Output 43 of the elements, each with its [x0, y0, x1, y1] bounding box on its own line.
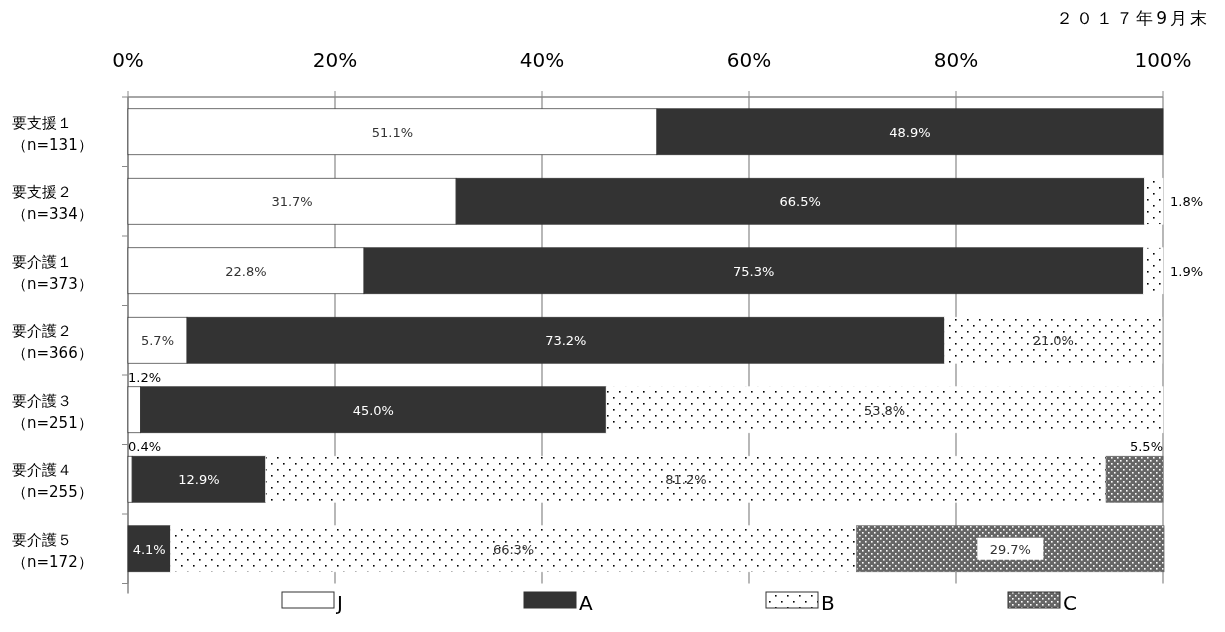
x-tick-label: 20% [312, 48, 358, 72]
bar [1105, 455, 1164, 503]
bar [127, 525, 171, 573]
data-label: 0.4% [128, 439, 162, 455]
data-label: 21.0% [1032, 333, 1074, 349]
data-label: 73.2% [545, 333, 587, 349]
data-label: 45.0% [352, 402, 394, 418]
x-tick-label: 80% [933, 48, 979, 72]
x-tick-label: 60% [726, 48, 772, 72]
data-label: 5.7% [140, 333, 175, 349]
data-label: 81.2% [665, 472, 707, 488]
legend-label: A [579, 591, 593, 615]
y-tick-label: 要介護３（n=251） [12, 391, 93, 432]
data-label: 4.1% [132, 541, 166, 557]
data-label: 29.7% [989, 541, 1031, 557]
y-tick-label: 要介護５（n=172） [12, 530, 93, 571]
bar [856, 525, 1165, 573]
data-label: 5.5% [1129, 439, 1163, 455]
x-tick-label: 40% [519, 48, 565, 72]
data-label: 1.2% [128, 369, 162, 385]
data-label: 75.3% [733, 263, 775, 279]
y-tick-label: 要支援２（n=334） [12, 183, 93, 224]
data-label: 1.8% [1170, 194, 1204, 210]
x-tick-label: 100% [1134, 48, 1192, 72]
data-label: 66.5% [779, 194, 821, 210]
data-label: 1.9% [1170, 263, 1204, 279]
y-tick-label: 要支援１（n=131） [12, 113, 93, 154]
data-label: 53.8% [863, 402, 906, 418]
y-tick-label: 要介護４（n=255） [12, 461, 93, 502]
data-label: 48.9% [889, 124, 931, 140]
data-label: 51.1% [371, 124, 414, 140]
bar [131, 455, 266, 503]
data-label: 66.3% [492, 541, 535, 557]
data-label: 12.9% [178, 472, 220, 488]
y-tick-label: 要介護１（n=373） [12, 252, 93, 293]
data-label: 22.8% [225, 263, 267, 279]
chart-subtitle: ２０１７年9月末 [1056, 8, 1210, 28]
data-label: 31.7% [271, 194, 313, 210]
legend-label: C [1063, 591, 1077, 615]
legend-label: J [335, 591, 343, 615]
x-tick-label: 0% [112, 48, 144, 72]
y-tick-label: 要介護２（n=366） [12, 322, 93, 363]
legend-label: B [821, 591, 835, 615]
